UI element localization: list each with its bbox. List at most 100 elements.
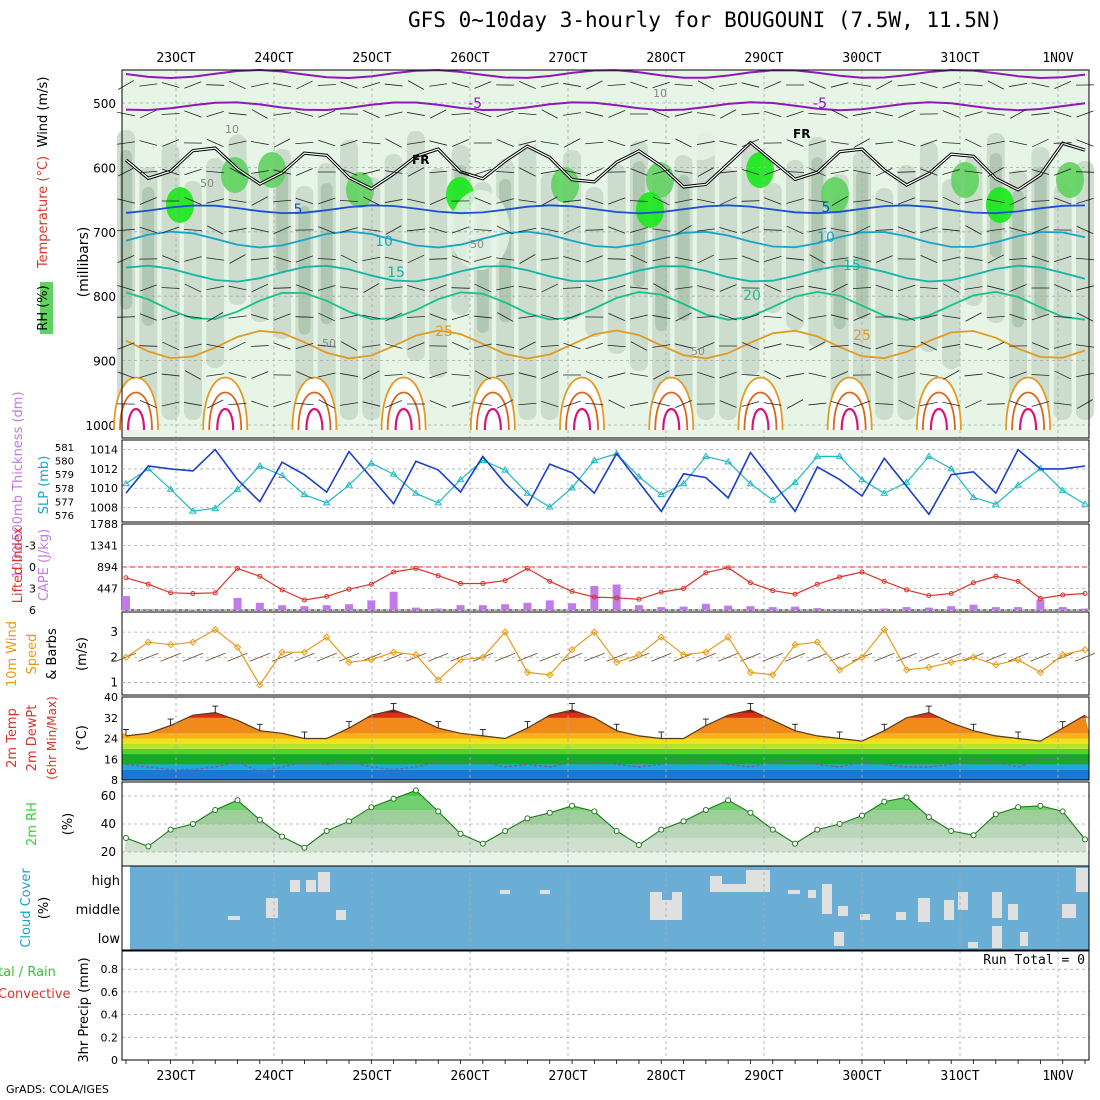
wind-barb — [919, 200, 938, 202]
wind-barb — [719, 83, 738, 87]
thickness-point — [501, 466, 510, 473]
warm-lobe-inner — [654, 391, 689, 431]
thickness-point — [389, 470, 398, 477]
wind-barb — [340, 139, 358, 147]
wind-barb — [162, 139, 180, 147]
rh-dry-patch — [490, 70, 550, 150]
wind-barb — [964, 83, 983, 87]
thickness-point — [322, 498, 331, 506]
wind-barb — [786, 139, 804, 147]
wind-barb — [451, 226, 470, 234]
wind-barb — [518, 372, 537, 378]
temperature-band — [122, 743, 1089, 749]
rh-band — [122, 838, 1089, 852]
wind-barb-10m — [695, 652, 717, 662]
rh-column-dark — [632, 161, 645, 288]
rh2m-axis-label: 2m RH — [25, 802, 40, 846]
wind-barb — [1031, 112, 1050, 116]
rh-point — [1059, 808, 1066, 815]
lifted-index-point — [524, 565, 530, 571]
wind-barb — [540, 257, 559, 261]
rh-contour-label: 50 — [200, 177, 214, 190]
wind-barb — [407, 285, 425, 291]
wind-barb — [741, 255, 760, 263]
wind-barb — [273, 138, 291, 148]
wind-speed-point — [166, 640, 175, 649]
rh-point — [903, 794, 910, 801]
wind-barb — [317, 372, 336, 378]
wind-barb — [697, 80, 714, 90]
wind-barb — [653, 370, 670, 380]
rh-point — [725, 797, 732, 804]
cloud-gap-cell — [306, 880, 316, 892]
cloud-gap-cell — [958, 892, 968, 910]
wind-barb — [720, 109, 737, 119]
thickness-point — [345, 481, 353, 488]
wind-barb — [318, 139, 336, 147]
wind-speed-point — [323, 633, 331, 641]
wind-barb — [161, 226, 180, 234]
wind-barb — [964, 198, 983, 204]
wind-barb — [942, 81, 960, 89]
wind-barb-10m — [316, 652, 337, 662]
wind-barb — [540, 344, 559, 348]
top-date-label: 26OCT — [450, 51, 489, 66]
lifted-index-point — [547, 578, 553, 584]
cape-tick-label: 1788 — [90, 518, 118, 531]
rh-column — [518, 136, 537, 420]
wind-barb — [473, 343, 492, 349]
wind-barb — [563, 400, 581, 408]
rh-point — [613, 828, 620, 834]
thickness-point — [657, 490, 666, 498]
wind-barb — [250, 345, 269, 347]
temperature-contour-label: -5 — [468, 96, 482, 112]
rh-point — [1015, 804, 1022, 811]
wind-barb — [674, 343, 693, 349]
wind-barb — [965, 312, 982, 322]
bottom-date-label: 27OCT — [548, 1069, 587, 1084]
cloud-gap-cell — [968, 942, 978, 948]
lifted-index-point — [301, 597, 307, 603]
lifted-index-point — [970, 580, 976, 586]
wind-barb — [295, 141, 314, 145]
precip-tick-label: 0.6 — [101, 986, 119, 999]
temperature-contour-label: 25 — [435, 324, 453, 340]
warm-lobe — [559, 376, 605, 431]
wind-barb — [719, 140, 738, 146]
wind-barb — [1032, 138, 1049, 148]
warm-lobe — [202, 376, 249, 431]
wind-barb — [540, 227, 559, 233]
rh-blob — [746, 152, 774, 188]
wind-barb — [585, 402, 604, 406]
lifted-index-point — [926, 593, 932, 599]
wind-barb — [653, 283, 670, 293]
wind-barb — [831, 109, 848, 119]
thickness-point — [947, 464, 956, 472]
precip-total-rain-label: tal / Rain — [0, 965, 56, 980]
lifted-index-point — [1082, 591, 1088, 597]
wind-barb — [362, 314, 381, 320]
wind-barb — [897, 344, 916, 348]
rh-dry-patch — [670, 80, 730, 160]
lifted-index-point — [324, 593, 330, 599]
wind-barb — [317, 285, 336, 291]
rh-point — [279, 833, 286, 840]
warm-lobe-core — [751, 408, 770, 431]
wind-barb — [697, 254, 715, 264]
cloud-gap-cell — [672, 892, 682, 920]
freezing-label: FR — [793, 127, 810, 141]
wind-barb — [1031, 255, 1050, 263]
wind-barb — [250, 170, 269, 174]
wind-barb — [474, 283, 492, 293]
thickness-point — [456, 475, 465, 483]
rh-column — [161, 144, 180, 420]
wind-barb — [809, 254, 826, 264]
wind-barb — [429, 83, 448, 87]
bottom-date-label: 26OCT — [450, 1069, 489, 1084]
wind-barb — [876, 80, 893, 90]
wind-barb — [229, 167, 246, 177]
wind-barb — [1053, 110, 1072, 118]
wind-barb — [942, 169, 960, 175]
thickness-point — [590, 456, 599, 463]
